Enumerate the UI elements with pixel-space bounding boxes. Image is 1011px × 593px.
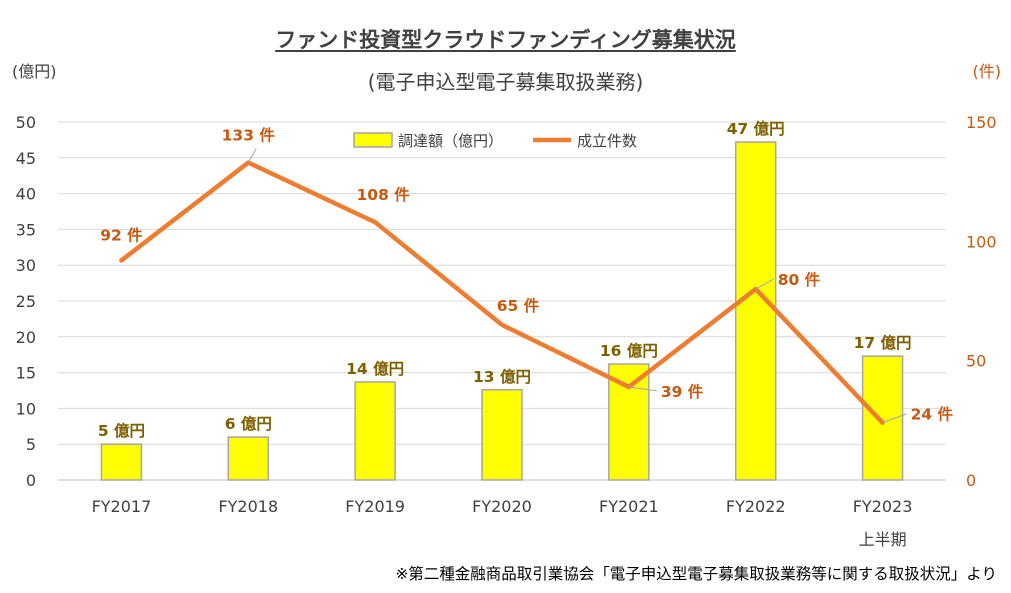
bar-data-label: 47 億円 xyxy=(727,119,785,138)
x-tick-label: FY2019 xyxy=(345,497,405,516)
y-right-tick-label: 50 xyxy=(966,352,986,371)
right-axis-unit: (件) xyxy=(972,62,1002,81)
x-tick-label: FY2023 xyxy=(853,497,913,516)
y-left-tick-label: 10 xyxy=(16,399,36,418)
legend-bar-label: 調達額（億円） xyxy=(398,132,503,150)
y-left-tick-label: 45 xyxy=(16,149,36,168)
label-leader-line xyxy=(755,278,774,290)
line-data-label: 108 件 xyxy=(357,185,411,204)
y-left-tick-label: 0 xyxy=(26,471,36,490)
y-left-tick-label: 15 xyxy=(16,364,36,383)
left-axis-unit: (億円) xyxy=(12,62,57,81)
x-tick-label: FY2021 xyxy=(599,497,659,516)
y-left-tick-label: 5 xyxy=(26,435,36,454)
label-leader-line xyxy=(628,386,657,392)
label-leader-line xyxy=(247,148,257,163)
bar-data-label: 5 億円 xyxy=(98,421,145,440)
source-note: ※第二種金融商品取引業協会「電子申込型電子募集取扱業務等に関する取扱状況」より xyxy=(395,565,997,583)
y-left-tick-label: 35 xyxy=(16,220,36,239)
y-left-tick-label: 25 xyxy=(16,292,36,311)
x-tick-label: FY2018 xyxy=(218,497,278,516)
bar-data-label: 6 億円 xyxy=(225,414,272,433)
bar xyxy=(354,381,396,481)
y-left-tick-label: 40 xyxy=(16,185,36,204)
line-data-label: 39 件 xyxy=(661,382,704,401)
line-data-label: 92 件 xyxy=(100,225,143,244)
bar xyxy=(861,355,904,481)
y-left-tick-label: 30 xyxy=(16,256,36,275)
bar-data-label: 17 億円 xyxy=(854,333,912,352)
bar-data-label: 16 億円 xyxy=(600,341,658,360)
y-left-tick-label: 50 xyxy=(16,113,36,132)
label-leader-line xyxy=(882,413,907,424)
line-data-label: 80 件 xyxy=(778,270,821,289)
x-tick-sublabel: 上半期 xyxy=(859,530,907,549)
line-data-label: 24 件 xyxy=(911,405,954,424)
bar xyxy=(100,443,143,481)
bar-data-label: 13 億円 xyxy=(473,367,531,386)
y-right-tick-label: 150 xyxy=(966,113,997,132)
bar-data-label: 14 億円 xyxy=(346,359,404,378)
y-right-tick-label: 100 xyxy=(966,232,997,251)
legend-line-label: 成立件数 xyxy=(577,132,637,150)
x-tick-label: FY2017 xyxy=(92,497,152,516)
bar xyxy=(227,436,270,481)
bar xyxy=(734,141,777,481)
x-tick-label: FY2020 xyxy=(472,497,532,516)
legend-bar-swatch xyxy=(353,132,393,148)
y-left-tick-label: 20 xyxy=(16,328,36,347)
x-tick-label: FY2022 xyxy=(726,497,786,516)
bar xyxy=(481,389,523,481)
y-right-tick-label: 0 xyxy=(966,471,976,490)
chart-title: ファンド投資型クラウドファンディング募集状況 xyxy=(275,28,736,52)
bar xyxy=(608,363,650,481)
line-data-label: 133 件 xyxy=(222,126,276,145)
chart-subtitle: (電子申込型電子募集取扱業務) xyxy=(367,70,644,94)
line-data-label: 65 件 xyxy=(497,296,540,315)
